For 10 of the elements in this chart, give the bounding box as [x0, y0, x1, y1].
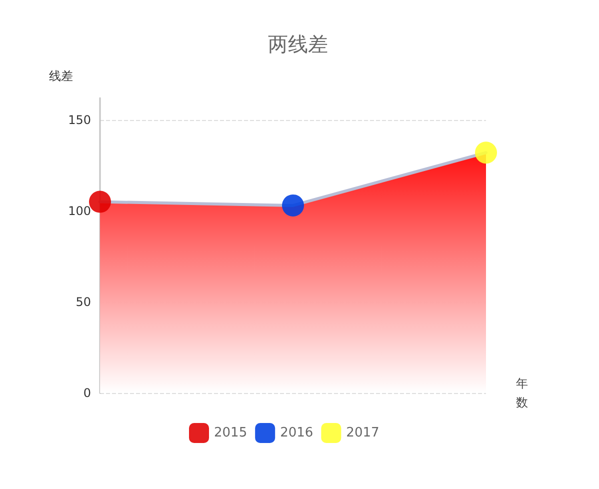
y-tick-label: 100 — [68, 204, 91, 218]
legend-label: 2017 — [346, 426, 380, 440]
legend-label: 2015 — [214, 426, 248, 440]
x-axis-title: 年数 — [516, 376, 528, 410]
y-tick-label: 0 — [83, 386, 91, 400]
y-tick-label: 50 — [76, 294, 91, 309]
y-tick-label: 150 — [68, 112, 91, 127]
y-axis-title: 线差 — [49, 69, 73, 83]
legend-label: 2016 — [280, 426, 314, 440]
chart-title: 两线差 — [268, 32, 328, 56]
